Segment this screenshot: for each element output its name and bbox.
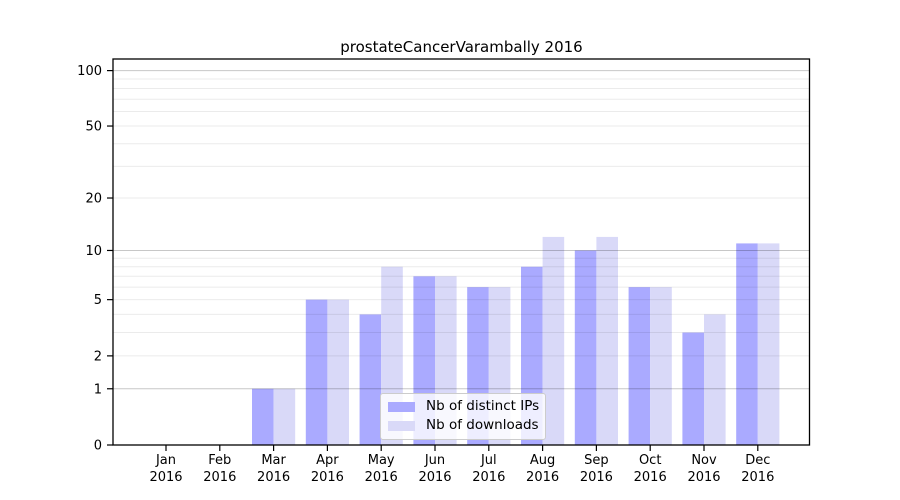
- bar: [736, 243, 758, 445]
- x-tick-label-month: Jun: [424, 453, 445, 468]
- x-tick-label-month: Apr: [316, 453, 339, 468]
- y-tick-label: 0: [94, 439, 102, 454]
- x-tick-label-month: Aug: [530, 453, 555, 468]
- x-tick-label-year: 2016: [472, 470, 505, 485]
- bar: [650, 287, 672, 445]
- bar: [628, 287, 651, 445]
- x-tick-label-year: 2016: [526, 470, 559, 485]
- bar: [596, 236, 618, 445]
- legend-item-distinct-ips: Nb of distinct IPs: [388, 398, 540, 414]
- x-tick-label-month: Dec: [745, 453, 770, 468]
- bar: [757, 243, 780, 445]
- bar: [252, 388, 274, 445]
- bar: [574, 250, 597, 445]
- legend-swatch-downloads: [388, 420, 415, 431]
- y-tick-label: 5: [94, 293, 102, 308]
- x-tick-label-month: Oct: [639, 453, 661, 468]
- chart-title: prostateCancerVarambally 2016: [340, 38, 583, 56]
- y-tick-label: 1: [94, 382, 102, 397]
- legend-item-downloads: Nb of downloads: [388, 417, 539, 433]
- x-tick-label-month: Sep: [584, 453, 609, 468]
- bar: [305, 299, 328, 445]
- x-tick-label-year: 2016: [418, 470, 451, 485]
- x-tick-label-year: 2016: [365, 470, 398, 485]
- x-tick-label-month: Feb: [208, 453, 231, 468]
- y-tick-label: 2: [94, 349, 102, 364]
- bar: [273, 388, 296, 445]
- bar: [327, 299, 349, 445]
- bar: [682, 332, 704, 445]
- x-tick-label-year: 2016: [257, 470, 290, 485]
- axis-spine-box: [112, 58, 811, 446]
- x-tick-label-year: 2016: [311, 470, 344, 485]
- legend: Nb of distinct IPs Nb of downloads: [380, 393, 546, 440]
- x-tick-label-year: 2016: [580, 470, 613, 485]
- x-tick-label-month: Jul: [480, 453, 497, 468]
- bar: [359, 314, 382, 445]
- x-tick-label-year: 2016: [687, 470, 720, 485]
- legend-swatch-distinct-ips: [388, 401, 415, 412]
- legend-label-distinct-ips: Nb of distinct IPs: [426, 398, 540, 414]
- legend-label-downloads: Nb of downloads: [426, 417, 539, 433]
- x-tick-label-year: 2016: [634, 470, 667, 485]
- x-tick-label-month: Jan: [155, 453, 176, 468]
- bar: [542, 236, 565, 445]
- x-tick-label-month: Mar: [261, 453, 286, 468]
- y-tick-label: 20: [85, 192, 102, 207]
- x-tick-label-year: 2016: [741, 470, 774, 485]
- y-tick-label: 50: [85, 120, 102, 135]
- y-tick-label: 100: [77, 64, 102, 79]
- x-tick-label-year: 2016: [203, 470, 236, 485]
- x-tick-label-month: Nov: [691, 453, 717, 468]
- x-tick-label-year: 2016: [149, 470, 182, 485]
- x-tick-label-month: May: [368, 453, 395, 468]
- bar: [704, 314, 726, 445]
- y-tick-label: 10: [85, 244, 102, 259]
